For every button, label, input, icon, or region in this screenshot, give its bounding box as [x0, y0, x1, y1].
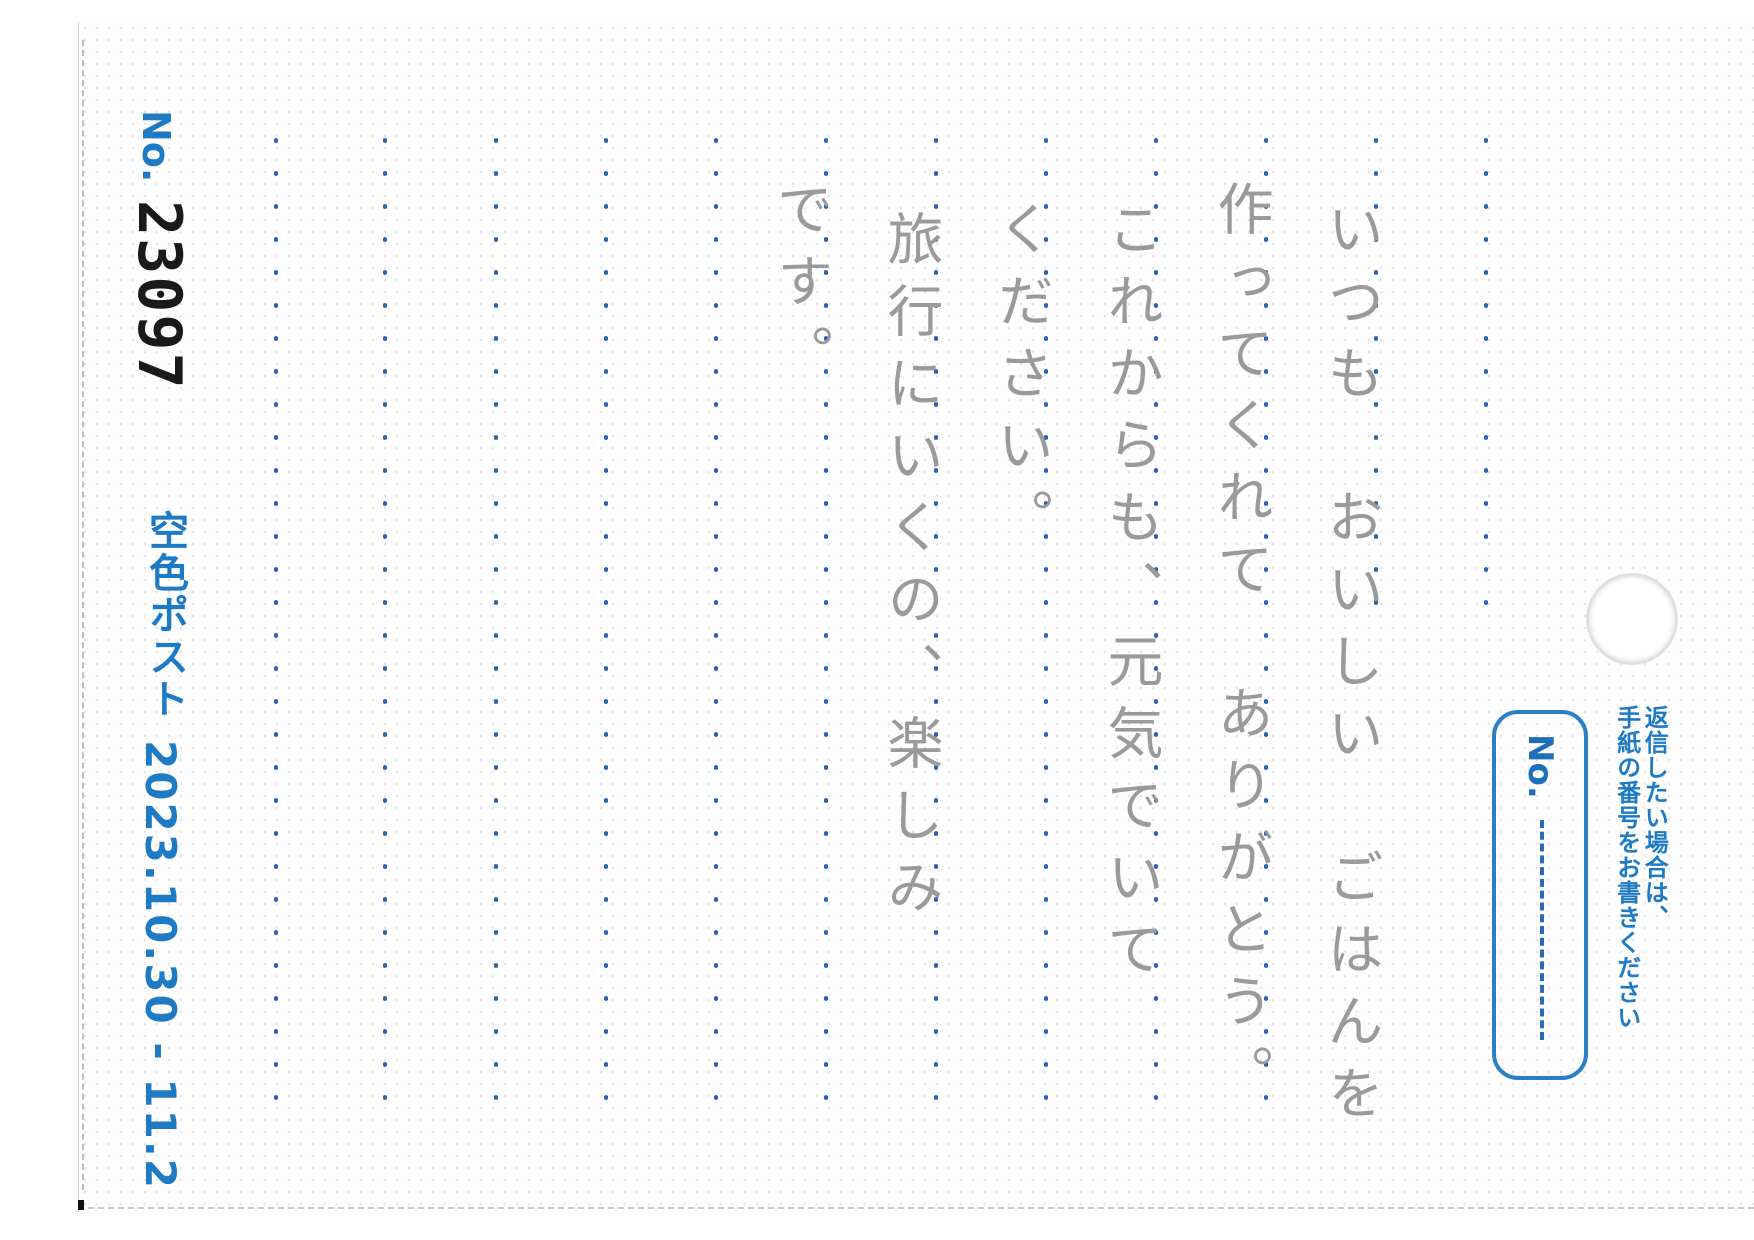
reply-number-label: No. [1520, 734, 1560, 799]
reply-instructions-line: 返信したい場合は、 [1640, 705, 1669, 930]
reply-instructions-line: 手紙の番号をお書きください [1612, 705, 1641, 1030]
guide-line [824, 124, 828, 1100]
guide-line [934, 124, 938, 1100]
message-line: 旅行にいくの、楽しみ [878, 210, 943, 930]
serial-number: 23097 [124, 200, 194, 391]
number-label: No. [134, 110, 178, 183]
guide-line [1044, 124, 1048, 1100]
date-range: 2023.10.30 - 11.2 [136, 740, 185, 1191]
perforation-left [82, 40, 84, 1190]
message-line: ください。 [988, 200, 1053, 560]
reply-instructions: 返信したい場合は、 手紙の番号をお書きください [1612, 705, 1669, 1030]
guide-line [1264, 124, 1268, 1100]
guide-line [383, 124, 387, 1100]
guide-line [274, 124, 278, 1100]
guide-line [1154, 124, 1158, 1100]
message-line: これからも、元気でいて [1098, 200, 1163, 992]
reply-number-blank [1540, 820, 1544, 1040]
guide-line [494, 124, 498, 1100]
reply-number-box: No. [1492, 710, 1588, 1080]
brand-name: 空色ポスト [142, 510, 188, 720]
message-line: いつも おいしい ごはんを [1318, 200, 1383, 1136]
letter-card [78, 22, 1754, 1212]
punch-hole [1589, 576, 1675, 662]
guide-line [1374, 124, 1378, 624]
perforation-bottom [78, 1207, 1754, 1209]
corner-mark [78, 1200, 84, 1210]
message-line: 作ってくれて ありがとう。 [1208, 180, 1273, 1116]
guide-line [1484, 124, 1488, 624]
guide-line [604, 124, 608, 1100]
guide-line [714, 124, 718, 1100]
message-line: です。 [768, 180, 833, 396]
